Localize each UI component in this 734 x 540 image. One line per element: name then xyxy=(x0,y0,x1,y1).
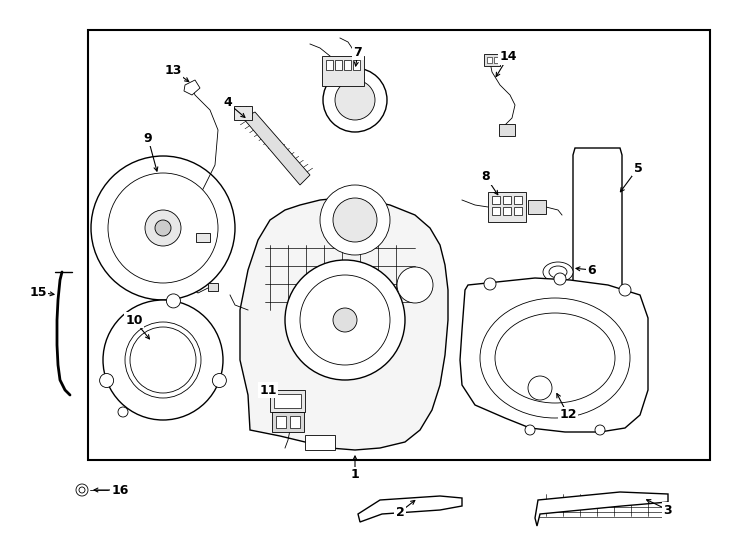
Circle shape xyxy=(125,322,201,398)
Polygon shape xyxy=(240,198,448,450)
Bar xyxy=(488,192,526,222)
Bar xyxy=(322,56,364,86)
Polygon shape xyxy=(460,278,648,432)
Circle shape xyxy=(212,374,226,388)
Ellipse shape xyxy=(549,266,567,278)
Text: 4: 4 xyxy=(224,97,233,110)
Polygon shape xyxy=(535,492,668,526)
Polygon shape xyxy=(184,80,200,95)
Circle shape xyxy=(300,275,390,365)
Bar xyxy=(494,57,499,63)
Text: 9: 9 xyxy=(144,132,153,145)
Bar xyxy=(234,106,252,120)
Polygon shape xyxy=(573,148,622,318)
Bar xyxy=(276,416,286,428)
Bar xyxy=(270,390,305,412)
Circle shape xyxy=(333,198,377,242)
Bar xyxy=(528,200,546,214)
Ellipse shape xyxy=(543,262,573,282)
Bar xyxy=(272,412,304,432)
Circle shape xyxy=(91,156,235,300)
Circle shape xyxy=(103,300,223,420)
Text: 16: 16 xyxy=(112,483,128,496)
Circle shape xyxy=(118,407,128,417)
Bar xyxy=(335,60,342,70)
Bar xyxy=(503,207,511,215)
Circle shape xyxy=(79,487,85,493)
Circle shape xyxy=(323,68,387,132)
Text: 12: 12 xyxy=(559,408,577,422)
Circle shape xyxy=(335,80,375,120)
Bar xyxy=(353,60,360,70)
Text: 2: 2 xyxy=(396,505,404,518)
Circle shape xyxy=(528,376,552,400)
Text: 11: 11 xyxy=(259,383,277,396)
Bar xyxy=(290,416,300,428)
Text: 3: 3 xyxy=(664,503,672,516)
Circle shape xyxy=(525,425,535,435)
Bar xyxy=(344,60,351,70)
Circle shape xyxy=(285,260,405,380)
Circle shape xyxy=(619,284,631,296)
Text: 10: 10 xyxy=(126,314,142,327)
Text: 7: 7 xyxy=(354,45,363,58)
Text: 1: 1 xyxy=(351,469,360,482)
Circle shape xyxy=(100,374,114,388)
Circle shape xyxy=(167,294,181,308)
Circle shape xyxy=(108,173,218,283)
Bar xyxy=(484,54,500,66)
Circle shape xyxy=(155,220,171,236)
Circle shape xyxy=(595,425,605,435)
Bar xyxy=(208,283,218,291)
Text: 5: 5 xyxy=(633,161,642,174)
Text: 8: 8 xyxy=(482,171,490,184)
Circle shape xyxy=(145,210,181,246)
Circle shape xyxy=(76,484,88,496)
Bar xyxy=(492,196,500,204)
Bar xyxy=(274,394,301,408)
Bar xyxy=(305,435,335,450)
Text: 14: 14 xyxy=(499,51,517,64)
Circle shape xyxy=(333,308,357,332)
Text: 6: 6 xyxy=(588,264,596,276)
Bar xyxy=(503,196,511,204)
Bar xyxy=(514,207,522,215)
Bar xyxy=(514,196,522,204)
Circle shape xyxy=(484,278,496,290)
Bar xyxy=(326,60,333,70)
Bar xyxy=(492,207,500,215)
Bar xyxy=(196,233,210,242)
Polygon shape xyxy=(358,496,462,522)
Circle shape xyxy=(397,267,433,303)
Polygon shape xyxy=(243,112,310,185)
Bar xyxy=(499,124,515,136)
Circle shape xyxy=(554,273,566,285)
Circle shape xyxy=(130,327,196,393)
Text: 13: 13 xyxy=(164,64,182,77)
Bar xyxy=(88,30,710,460)
Text: 15: 15 xyxy=(29,286,47,299)
Bar xyxy=(487,57,492,63)
Circle shape xyxy=(320,185,390,255)
